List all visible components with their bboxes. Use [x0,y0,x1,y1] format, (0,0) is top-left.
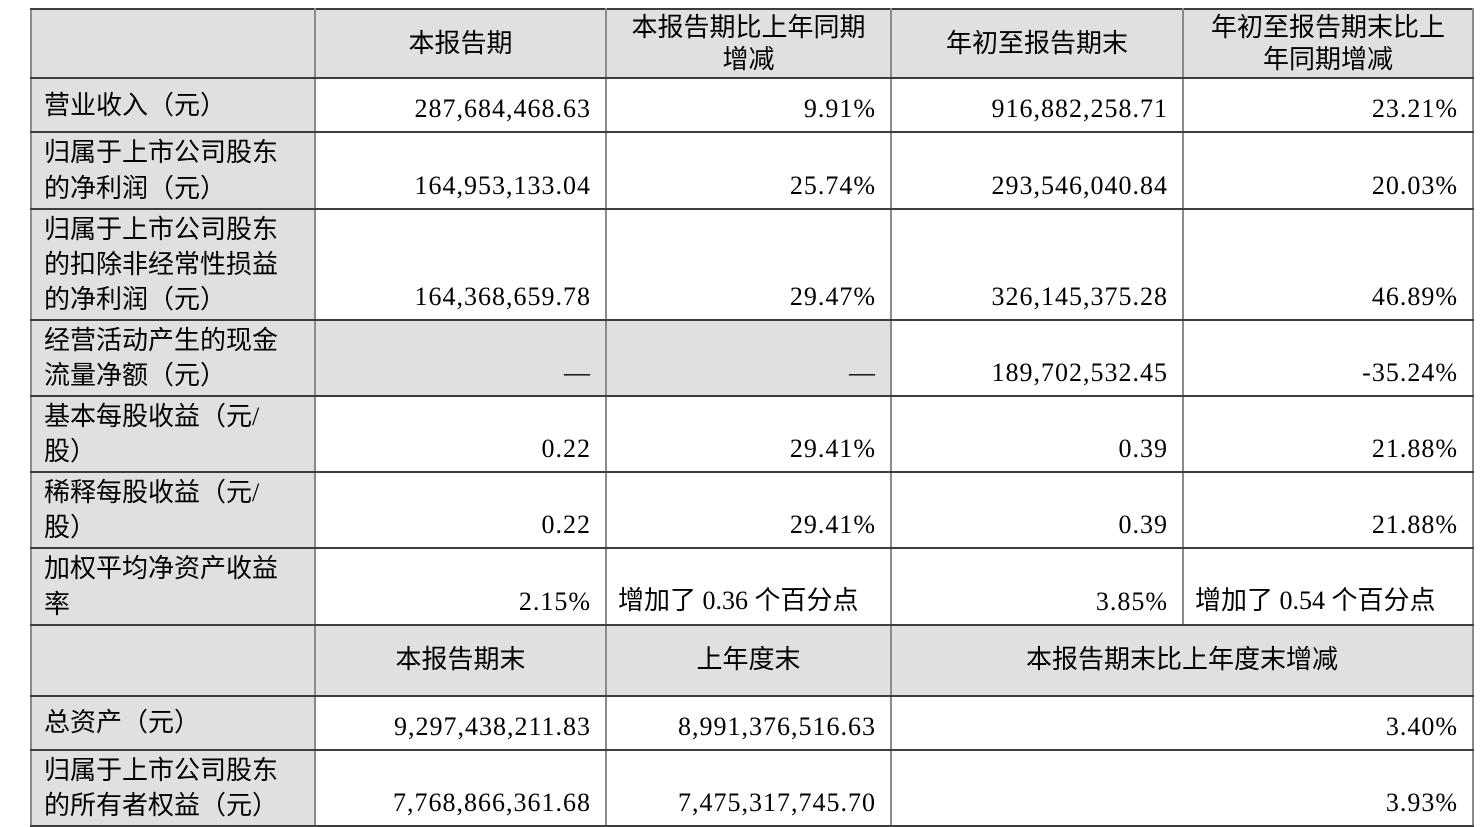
value-period-end: 7,768,866,361.68 [314,748,607,827]
value-ytd-yoy: 21.88% [1182,395,1474,474]
table-row-owners-equity: 归属于上市公司股东的所有者权益（元） 7,768,866,361.68 7,47… [30,748,1474,827]
metric-label: 营业收入（元） [30,77,316,134]
value-ytd: 293,546,040.84 [890,131,1184,210]
financial-summary-table: 本报告期 本报告期比上年同期增减 年初至报告期末 年初至报告期末比上年同期增减 … [30,7,1474,827]
metric-label: 加权平均净资产收益率 [30,547,316,626]
header-prev-year-end: 上年度末 [605,623,892,697]
value-current: 0.22 [314,395,607,474]
value-prev-year-end: 8,991,376,516.63 [605,694,892,751]
header-current-yoy-change: 本报告期比上年同期增减 [605,7,892,80]
value-change: 3.40% [890,694,1474,751]
value-ytd-yoy: -35.24% [1182,318,1474,398]
value-current-yoy: 29.47% [605,207,892,321]
value-current: 164,368,659.78 [314,207,607,321]
metric-label: 归属于上市公司股东的净利润（元） [30,131,316,210]
table-row-net-profit: 归属于上市公司股东的净利润（元） 164,953,133.04 25.74% 2… [30,131,1474,210]
header-period-end: 本报告期末 [314,623,607,697]
value-current: 164,953,133.04 [314,131,607,210]
value-period-end: 9,297,438,211.83 [314,694,607,751]
balance-header-row: 本报告期末 上年度末 本报告期末比上年度末增减 [30,623,1474,697]
metric-label: 经营活动产生的现金流量净额（元） [30,318,316,398]
header-ytd: 年初至报告期末 [890,7,1184,80]
table-row-total-assets: 总资产（元） 9,297,438,211.83 8,991,376,516.63… [30,694,1474,751]
corner-cell [30,7,316,80]
table-row-diluted-eps: 稀释每股收益（元/股） 0.22 29.41% 0.39 21.88% [30,471,1474,550]
header-current-period: 本报告期 [314,7,607,80]
table-row-net-profit-excl-nonrecurring: 归属于上市公司股东的扣除非经常性损益的净利润（元） 164,368,659.78… [30,207,1474,321]
value-ytd-yoy: 21.88% [1182,471,1474,550]
value-current-yoy: 9.91% [605,77,892,134]
value-ytd-yoy: 20.03% [1182,131,1474,210]
header-ytd-yoy-change: 年初至报告期末比上年同期增减 [1182,7,1474,80]
value-current-yoy-text: 增加了 0.36 个百分点 [605,547,892,626]
metric-label: 基本每股收益（元/股） [30,395,316,474]
value-change: 3.93% [890,748,1474,827]
value-current-yoy: 29.41% [605,471,892,550]
value-ytd: 916,882,258.71 [890,77,1184,134]
value-ytd-yoy: 23.21% [1182,77,1474,134]
table-row-revenue: 营业收入（元） 287,684,468.63 9.91% 916,882,258… [30,77,1474,134]
table-row-basic-eps: 基本每股收益（元/股） 0.22 29.41% 0.39 21.88% [30,395,1474,474]
metric-label: 归属于上市公司股东的扣除非经常性损益的净利润（元） [30,207,316,321]
value-ytd: 0.39 [890,395,1184,474]
value-ytd: 3.85% [890,547,1184,626]
value-ytd: 0.39 [890,471,1184,550]
metric-label: 总资产（元） [30,694,316,751]
value-ytd: 189,702,532.45 [890,318,1184,398]
value-current-yoy: 25.74% [605,131,892,210]
value-ytd-yoy: 46.89% [1182,207,1474,321]
metric-label: 归属于上市公司股东的所有者权益（元） [30,748,316,827]
period-header-row: 本报告期 本报告期比上年同期增减 年初至报告期末 年初至报告期末比上年同期增减 [30,7,1474,80]
value-current-yoy: 29.41% [605,395,892,474]
report-page: { "table": { "colors": { "cell_fill": "#… [30,7,1474,827]
header-period-end-change: 本报告期末比上年度末增减 [890,623,1474,697]
value-current: 287,684,468.63 [314,77,607,134]
value-current-dash: — [314,318,607,398]
value-current-yoy-dash: — [605,318,892,398]
value-current: 0.22 [314,471,607,550]
value-ytd: 326,145,375.28 [890,207,1184,321]
table-row-operating-cash-flow: 经营活动产生的现金流量净额（元） — — 189,702,532.45 -35.… [30,318,1474,398]
table-row-weighted-avg-roe: 加权平均净资产收益率 2.15% 增加了 0.36 个百分点 3.85% 增加了… [30,547,1474,626]
value-prev-year-end: 7,475,317,745.70 [605,748,892,827]
value-current: 2.15% [314,547,607,626]
corner-cell [30,623,316,697]
metric-label: 稀释每股收益（元/股） [30,471,316,550]
value-ytd-yoy-text: 增加了 0.54 个百分点 [1182,547,1474,626]
